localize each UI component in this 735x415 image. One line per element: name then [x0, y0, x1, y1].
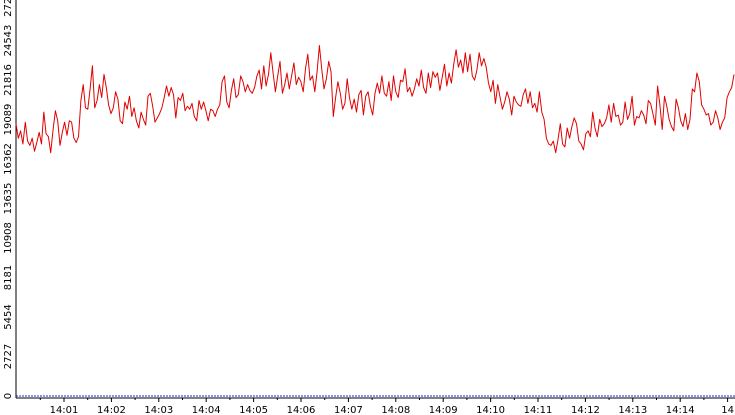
- x-tick-label: 14:05: [239, 405, 268, 415]
- x-tick-label: 14:11: [524, 405, 553, 415]
- y-axis-tick-labels: 0 2727 5454 8181 10908 13635 16362 19089 21816 24…: [3, 0, 14, 399]
- y-tick-label: 2727: [3, 344, 14, 369]
- x-tick-label: 14:06: [287, 405, 316, 415]
- x-tick-label: 14:03: [144, 405, 173, 415]
- y-tick-label: 0: [3, 393, 14, 399]
- y-tick-label: 19089: [3, 104, 14, 136]
- x-tick-label: 14:07: [334, 405, 363, 415]
- y-tick-label: 24543: [3, 25, 14, 57]
- x-tick-label: 14:10: [476, 405, 505, 415]
- x-tick-label: 14:02: [97, 405, 126, 415]
- x-tick-label: 14:08: [381, 405, 410, 415]
- y-tick-label: 13635: [3, 183, 14, 215]
- x-tick-label: 14:01: [50, 405, 79, 415]
- y-tick-label: 10908: [3, 222, 14, 254]
- x-tick-label: 14:04: [192, 405, 221, 415]
- x-axis-tick-labels: 14:01 14:02 14:03 14:04 14:05 14:06 14:07 14:08…: [50, 405, 734, 415]
- series-group: [15, 45, 735, 154]
- y-tick-label: 21816: [3, 64, 14, 96]
- x-tick-label: 14:12: [571, 405, 600, 415]
- y-tick-label: 5454: [3, 304, 14, 329]
- x-tick-label: 14:14: [666, 405, 695, 415]
- series-line: [15, 45, 735, 154]
- x-tick-label: 14:09: [429, 405, 458, 415]
- x-tick-label: 14: [721, 405, 734, 415]
- y-tick-label: 8181: [3, 265, 14, 290]
- x-tick-label: 14:13: [618, 405, 647, 415]
- y-tick-label: 27271: [3, 0, 14, 17]
- y-tick-label: 16362: [3, 143, 14, 175]
